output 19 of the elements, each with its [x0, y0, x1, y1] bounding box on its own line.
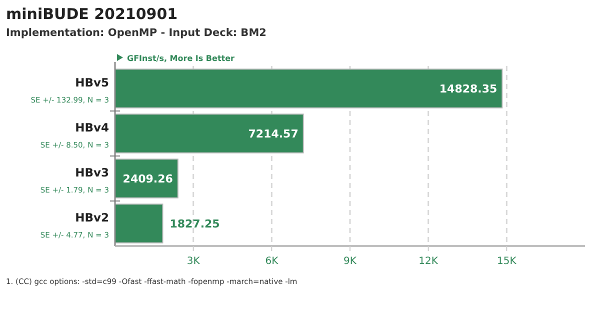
bar: [114, 114, 304, 154]
y-tick-label: HBv2: [75, 210, 109, 224]
x-tick-label: 3K: [186, 256, 200, 267]
bar: [114, 204, 164, 244]
y-tick-label: HBv4: [75, 120, 109, 134]
data-label: 14828.35: [439, 82, 498, 96]
data-label: 7214.57: [248, 128, 298, 140]
y-tick-label: HBv5: [75, 76, 109, 90]
x-tick-label: 9K: [344, 256, 357, 267]
data-label: 2409.26: [122, 172, 174, 186]
x-tick-label: 15K: [497, 256, 517, 267]
x-tick-label: 6K: [265, 256, 279, 267]
y-tick-label: HBv3: [75, 166, 109, 180]
bar: [114, 68, 503, 108]
x-axis-title: GFInst/s, More Is Better: [127, 54, 235, 63]
chart-title: miniBUDE 20210901: [6, 5, 178, 23]
x-tick-label: 12K: [418, 256, 438, 267]
data-label: 1827.25: [170, 218, 220, 230]
chart-subtitle: Implementation: OpenMP - Input Deck: BM2: [6, 27, 266, 39]
